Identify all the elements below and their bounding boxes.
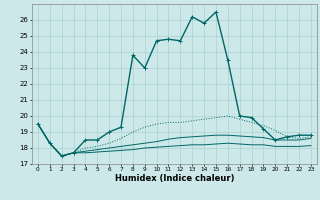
X-axis label: Humidex (Indice chaleur): Humidex (Indice chaleur) — [115, 174, 234, 183]
